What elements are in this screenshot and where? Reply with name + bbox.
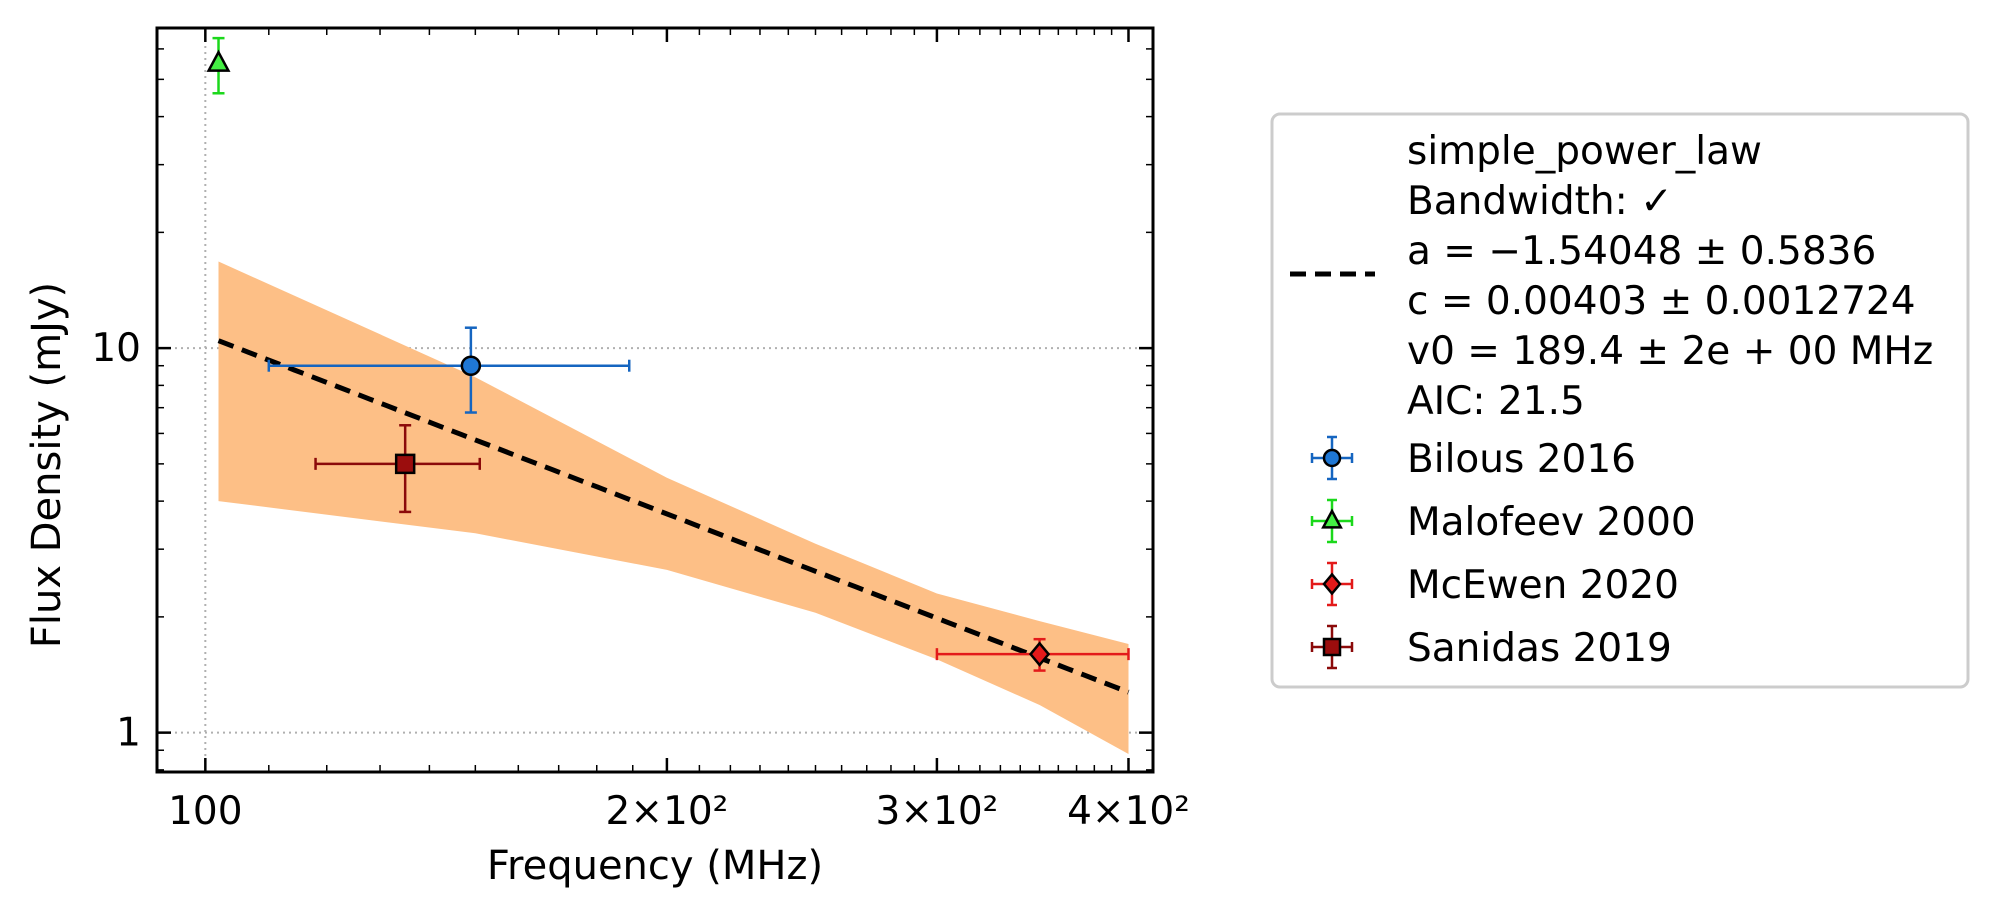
- legend-fit-text: c = 0.00403 ± 0.0012724: [1407, 279, 1916, 324]
- y-tick-label: 10: [91, 326, 141, 371]
- legend-entry: McEwen 2020: [1310, 561, 1679, 608]
- legend-content: simple_power_law Bandwidth: ✓ a = −1.54048…: [1290, 129, 1933, 671]
- data-point: [1028, 641, 1051, 667]
- x-tick-label: 100: [168, 789, 242, 834]
- y-axis-label: Flux Density (mJy): [24, 282, 70, 648]
- legend-fit-text: v0 = 189.4 ± 2e + 00 MHz: [1407, 329, 1933, 374]
- legend-label: McEwen 2020: [1407, 563, 1679, 608]
- series-bilous-2016: [267, 326, 631, 414]
- legend-fit-text: Bandwidth: ✓: [1407, 179, 1673, 224]
- grid-lines: [157, 28, 1153, 772]
- legend-fit-text: a = −1.54048 ± 0.5836: [1407, 229, 1876, 274]
- legend-entry: Bilous 2016: [1310, 435, 1636, 482]
- legend: simple_power_law Bandwidth: ✓ a = −1.54048…: [1270, 112, 1970, 689]
- x-tick-label: 2×10²: [606, 789, 729, 834]
- legend-entry: Malofeev 2000: [1310, 498, 1696, 545]
- series-malofeev-2000: [206, 36, 231, 95]
- legend-box: [1270, 112, 1970, 689]
- legend-marker: [1322, 448, 1342, 468]
- data-point: [394, 453, 416, 475]
- series-mcewen-2020: [935, 637, 1130, 672]
- confidence-band: [218, 261, 1129, 754]
- fit-uncertainty-band: [218, 261, 1129, 754]
- legend-fit-text: AIC: 21.5: [1407, 379, 1585, 424]
- data-point: [206, 49, 231, 72]
- legend-fit-text: simple_power_law: [1407, 129, 1762, 174]
- plot-frame: [155, 26, 1155, 774]
- legend-label: Malofeev 2000: [1407, 500, 1696, 545]
- legend-label: Bilous 2016: [1407, 437, 1636, 482]
- legend-label: Sanidas 2019: [1407, 626, 1672, 671]
- legend-entry: Sanidas 2019: [1310, 624, 1672, 671]
- legend-marker: [1322, 637, 1342, 657]
- series-sanidas-2019: [314, 424, 482, 514]
- data-point: [460, 355, 482, 376]
- fit-line: [217, 338, 1130, 695]
- tick-labels: 100 2×10² 3×10² 4×10² 1 10: [91, 326, 1190, 834]
- x-tick-label: 3×10²: [876, 789, 999, 834]
- y-tick-label: 1: [116, 711, 141, 756]
- legend-marker: [1321, 508, 1343, 529]
- x-axis-label: Frequency (MHz): [487, 843, 823, 889]
- legend-marker: [1322, 572, 1342, 596]
- fit-line-group: [217, 338, 1130, 695]
- data-points: [206, 36, 1130, 672]
- x-tick-label: 4×10²: [1067, 789, 1190, 834]
- axis-ticks: [157, 28, 1153, 772]
